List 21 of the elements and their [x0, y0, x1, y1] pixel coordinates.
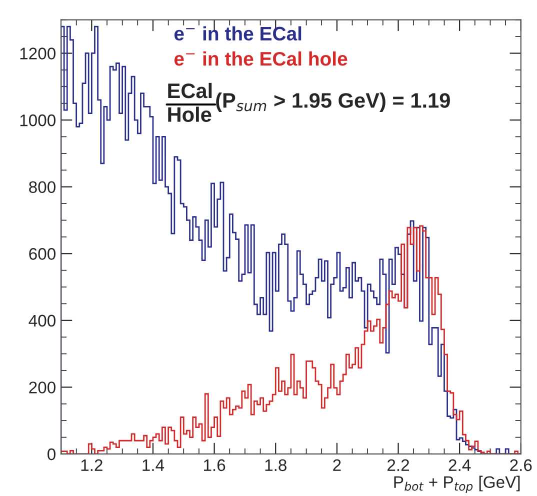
y-tick-label: 1000: [20, 114, 56, 126]
text: e$^{−}$ in the ECal: [174, 26, 302, 41]
y-tick-label: 1200: [20, 48, 56, 60]
y-tick-label: 600: [29, 248, 56, 260]
x-tick-label: 1.6: [204, 459, 226, 472]
x-tick-label: 2.6: [510, 459, 532, 472]
y-tick-label: 800: [29, 181, 56, 194]
annotation: (P$_{sum}$ > 1.95 GeV) = 1.19: [216, 92, 450, 112]
x-tick-label: 1.2: [81, 459, 102, 471]
y-tick-label: 400: [28, 314, 56, 327]
y-tick-label: 0: [48, 448, 56, 460]
annotation: ECal: [168, 82, 212, 98]
x-axis-title: P$_{bot}$ + P$_{top}$ [GeV]: [394, 476, 520, 494]
annotation: Hole: [168, 106, 212, 122]
text: e$^{−}$ in the ECal hole: [174, 51, 348, 66]
x-tick-label: 2: [333, 459, 341, 471]
x-tick-label: 2.2: [388, 459, 409, 471]
y-tick-label: 200: [29, 382, 56, 394]
x-tick-label: 2.4: [448, 459, 471, 471]
x-tick-label: 1.8: [265, 459, 286, 472]
x-tick-label: 1.4: [142, 459, 164, 471]
